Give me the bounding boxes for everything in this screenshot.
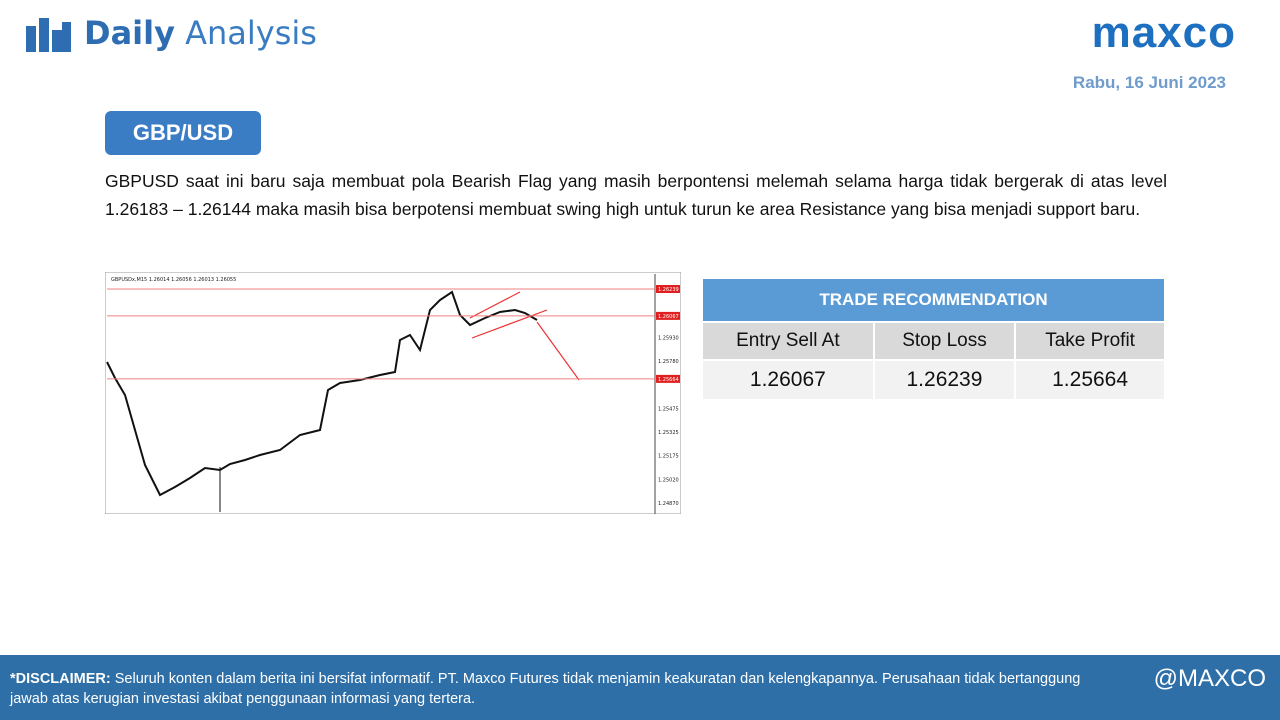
price-label: 1.25020 [658,478,679,484]
flag-line [469,291,521,319]
level-tag [656,374,680,383]
table-value: 1.25664 [1014,359,1166,401]
logo-icon [26,18,71,52]
chart-caption: GBPUSDx,M15 1.26014 1.26056 1.26013 1.26… [111,277,236,283]
price-path [106,290,538,497]
analysis-text: GBPUSD saat ini baru saja membuat pola B… [105,171,1167,219]
chart-frame [105,272,681,514]
table-header: Stop Loss [872,321,1017,361]
price-label: 1.25930 [658,335,679,341]
title-bold: Daily [84,14,175,52]
footer: *DISCLAIMER: Seluruh konten dalam berita… [0,655,1280,720]
projection-line [536,321,580,381]
price-label: 1.26067 [658,314,679,320]
price-label: 1.25175 [658,453,679,459]
trade-table: TRADE RECOMMENDATION Entry Sell At Stop … [701,277,1166,401]
table-title: TRADE RECOMMENDATION [701,277,1166,323]
price-label: 1.25325 [658,430,679,436]
title-light: Analysis [185,14,317,52]
price-chart-image: GBPUSDx,M15 1.26014 1.26056 1.26013 1.26… [105,272,681,514]
disclaimer-label: *DISCLAIMER: [10,671,111,687]
page-title: Daily Analysis [84,14,317,52]
level-tag [656,285,680,293]
table-value: 1.26067 [701,359,875,401]
disclaimer: *DISCLAIMER: Seluruh konten dalam berita… [10,669,1120,709]
social-handle: @MAXCO [1153,665,1266,692]
table-value: 1.26239 [872,359,1017,401]
level-tag [656,311,680,320]
brand-logo: maxco [1091,8,1236,57]
table-header: Take Profit [1014,321,1166,361]
disclaimer-text: Seluruh konten dalam berita ini bersifat… [10,671,1081,707]
date: Rabu, 16 Juni 2023 [1072,73,1226,92]
price-label: 1.25475 [658,406,679,412]
price-label: 1.25780 [658,359,679,365]
table-header: Entry Sell At [701,321,875,361]
price-label: 1.26239 [658,287,679,293]
pair-badge: GBP/USD [105,111,261,155]
price-label: 1.24870 [658,501,679,507]
price-label: 1.25664 [658,377,679,383]
flag-line [471,309,548,339]
